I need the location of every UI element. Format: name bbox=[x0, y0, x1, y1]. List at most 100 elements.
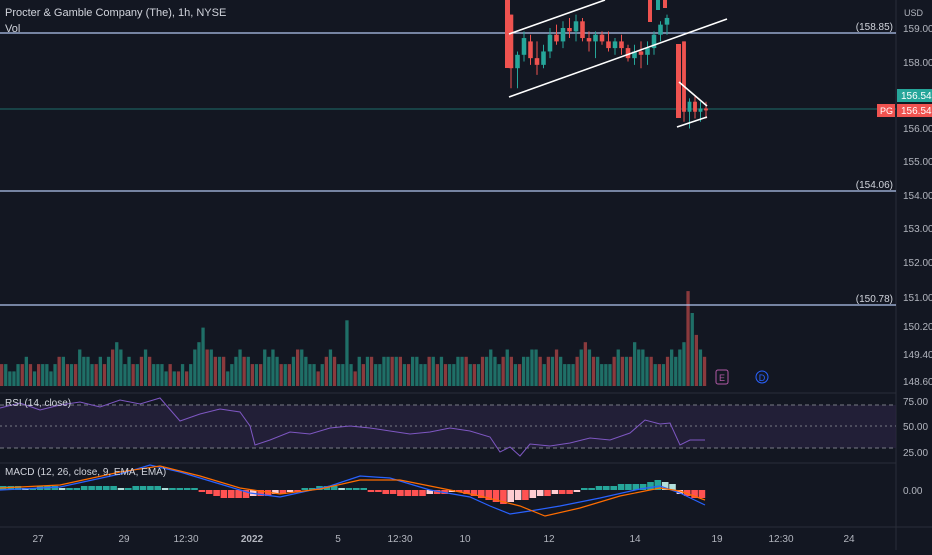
volume-bars bbox=[0, 291, 707, 386]
volume-bar bbox=[550, 356, 555, 386]
volume-bar bbox=[78, 349, 82, 386]
macd-histogram-bar bbox=[228, 490, 235, 498]
volume-label: Vol bbox=[5, 23, 20, 35]
dividend-marker[interactable] bbox=[755, 370, 769, 384]
symbol-price-badge[interactable] bbox=[897, 104, 932, 117]
trendline[interactable] bbox=[508, 18, 728, 98]
macd-histogram-bar bbox=[80, 486, 88, 490]
volume-bar bbox=[41, 364, 45, 386]
volume-bar bbox=[678, 349, 682, 386]
volume-bar bbox=[374, 364, 378, 386]
macd-histogram-bar bbox=[330, 486, 338, 490]
volume-bar bbox=[127, 356, 131, 386]
symbol-badge[interactable] bbox=[877, 104, 895, 117]
horizontal-levels[interactable]: (158.85) (154.06) (150.78) bbox=[0, 22, 896, 306]
volume-bar bbox=[283, 364, 287, 386]
macd-histogram-bar bbox=[294, 490, 301, 492]
macd-histogram-bar bbox=[669, 484, 676, 490]
volume-bar bbox=[312, 364, 316, 386]
volume-bar bbox=[263, 349, 267, 386]
macd-histogram-bar bbox=[507, 490, 514, 502]
price-tick-label: 152.00 bbox=[903, 258, 932, 269]
rsi-line bbox=[0, 397, 705, 457]
macd-histogram-bar bbox=[603, 486, 610, 490]
macd-series bbox=[0, 464, 706, 517]
volume-bar bbox=[123, 364, 127, 386]
volume-bar bbox=[69, 364, 74, 386]
candle-body bbox=[648, 0, 652, 22]
volume-bar bbox=[443, 364, 448, 386]
last-price-badge[interactable] bbox=[897, 89, 932, 102]
volume-bar bbox=[489, 349, 493, 386]
macd-histogram-bar bbox=[375, 490, 382, 492]
macd-histogram-bar bbox=[661, 482, 669, 490]
volume-bar bbox=[628, 356, 633, 386]
volume-bar bbox=[460, 356, 464, 386]
candle-body bbox=[521, 38, 527, 55]
macd-histogram-bar bbox=[463, 490, 470, 494]
macd-histogram-bar bbox=[286, 490, 294, 492]
volume-bar bbox=[649, 356, 653, 386]
candlesticks bbox=[505, 0, 708, 129]
volume-bar bbox=[353, 371, 357, 386]
macd-histogram-bar bbox=[433, 490, 441, 494]
volume-bar bbox=[0, 364, 4, 386]
volume-bar bbox=[542, 364, 546, 386]
trendline[interactable] bbox=[676, 116, 708, 128]
macd-histogram-bar bbox=[397, 490, 404, 496]
macd-histogram-bar bbox=[610, 486, 617, 490]
price-tick-label: 158.00 bbox=[903, 58, 932, 69]
volume-bar bbox=[645, 356, 649, 386]
earnings-marker[interactable] bbox=[715, 369, 729, 385]
volume-bar bbox=[213, 356, 217, 386]
price-tick-label: 149.40 bbox=[903, 350, 932, 361]
macd-histogram-bar bbox=[338, 488, 345, 490]
volume-bar bbox=[530, 349, 534, 386]
volume-bar bbox=[201, 327, 205, 386]
volume-bar bbox=[587, 349, 592, 386]
volume-bar bbox=[8, 371, 12, 386]
candle-body bbox=[599, 34, 605, 42]
volume-bar bbox=[176, 371, 181, 386]
volume-bar bbox=[702, 356, 707, 386]
macd-histogram-bar bbox=[389, 490, 397, 494]
rsi-tick-label: 25.00 bbox=[903, 448, 928, 459]
macd-histogram-bar bbox=[360, 488, 367, 490]
volume-bar bbox=[579, 349, 583, 386]
macd-histogram-bar bbox=[654, 480, 662, 490]
macd-histogram-bar bbox=[264, 490, 272, 496]
candle-body bbox=[687, 101, 692, 112]
macd-histogram-bar bbox=[691, 490, 698, 498]
macd-histogram-bar bbox=[147, 486, 154, 490]
volume-bar bbox=[653, 364, 657, 386]
macd-histogram-bar bbox=[125, 488, 132, 490]
macd-histogram-bar bbox=[698, 490, 706, 498]
volume-bar bbox=[82, 356, 86, 386]
macd-histogram-bar bbox=[617, 484, 625, 490]
macd-histogram-bar bbox=[426, 490, 434, 494]
trendline[interactable] bbox=[678, 81, 708, 107]
macd-histogram-bar bbox=[522, 490, 529, 500]
volume-bar bbox=[61, 356, 65, 386]
volume-bar bbox=[349, 364, 353, 386]
macd-histogram-bar bbox=[485, 490, 492, 500]
volume-bar bbox=[674, 356, 678, 386]
volume-bar bbox=[682, 342, 686, 386]
macd-histogram-bar bbox=[117, 488, 125, 490]
time-tick-label: 29 bbox=[118, 534, 130, 545]
candle-body bbox=[593, 34, 598, 42]
volume-bar bbox=[608, 364, 612, 386]
volume-bar bbox=[493, 356, 497, 386]
trendline[interactable] bbox=[508, 0, 606, 35]
time-tick-label: 12:30 bbox=[387, 534, 412, 545]
trendlines[interactable] bbox=[508, 0, 728, 128]
macd-histogram-bar bbox=[257, 490, 264, 496]
candle-body bbox=[554, 34, 559, 42]
macd-histogram-bar bbox=[176, 488, 184, 490]
candle-body bbox=[693, 101, 697, 112]
macd-histogram-bar bbox=[191, 488, 198, 490]
macd-histogram-bar bbox=[478, 490, 485, 498]
currency-label[interactable]: USD bbox=[904, 8, 924, 18]
